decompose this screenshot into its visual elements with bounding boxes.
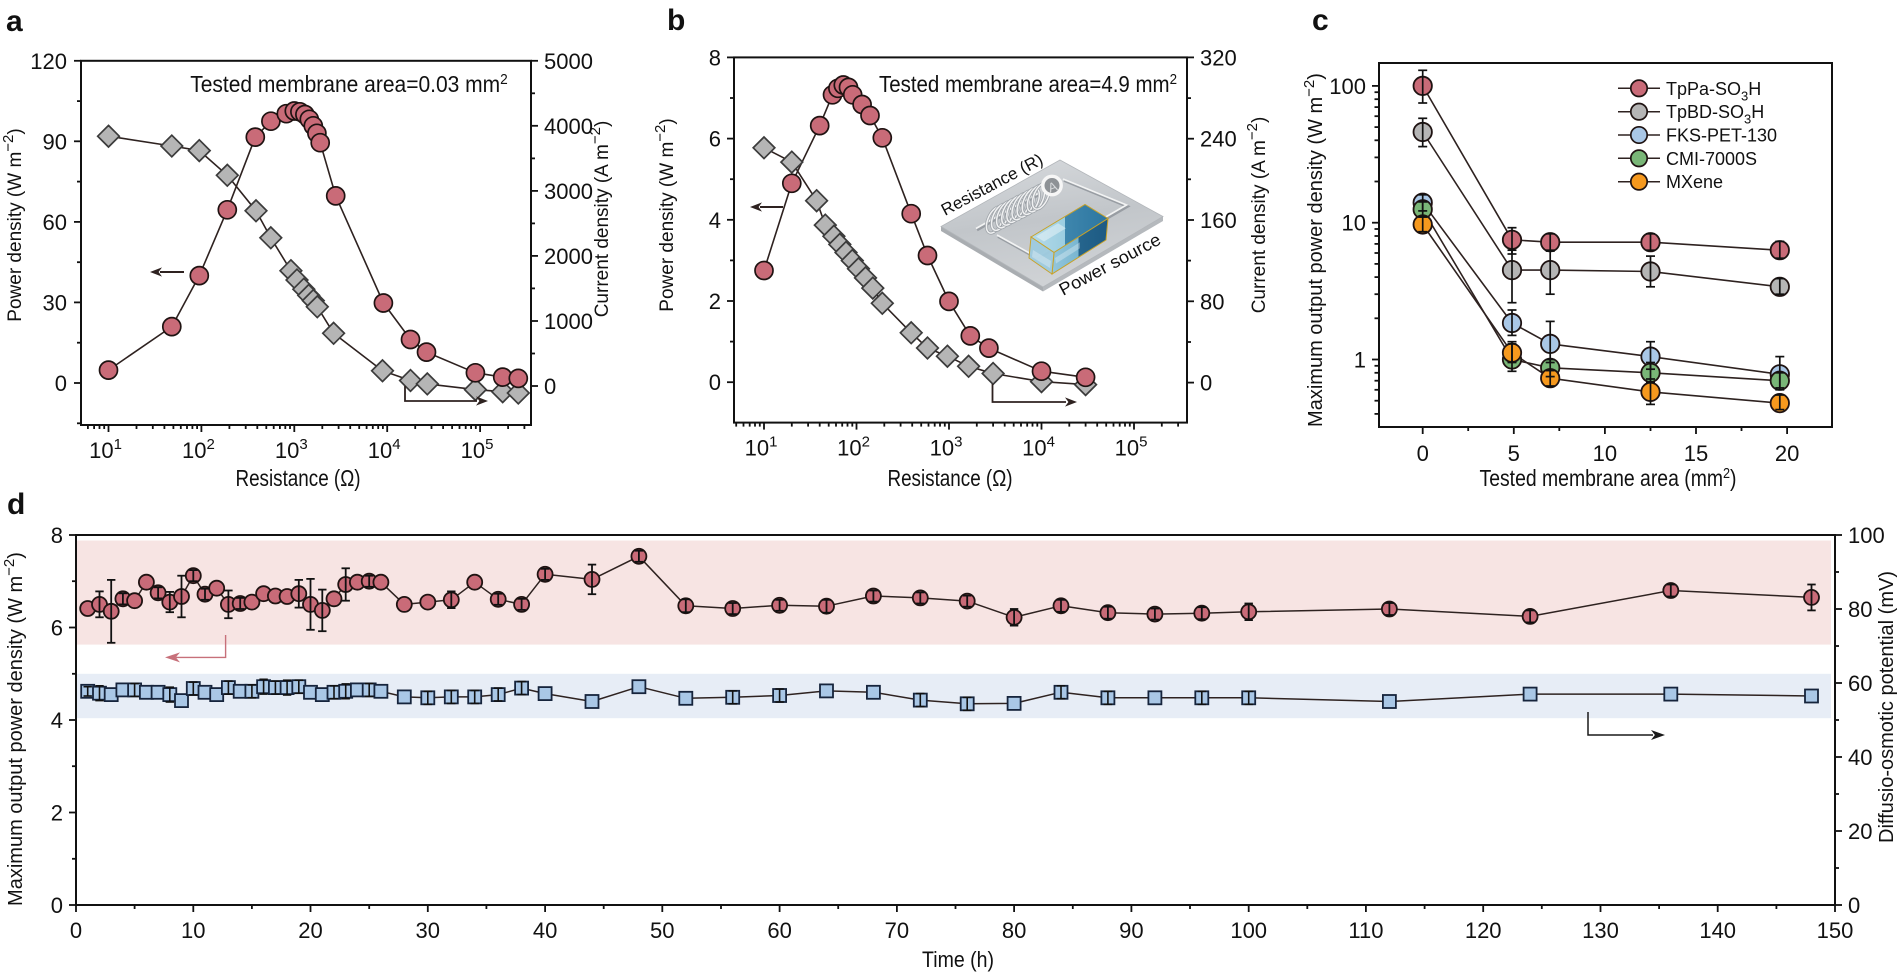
svg-text:0: 0 xyxy=(55,371,67,396)
svg-text:60: 60 xyxy=(43,210,67,235)
svg-text:100: 100 xyxy=(1230,918,1267,943)
svg-text:90: 90 xyxy=(1119,918,1143,943)
svg-text:20: 20 xyxy=(1775,441,1799,466)
svg-text:Resistance (Ω): Resistance (Ω) xyxy=(887,466,1012,491)
svg-text:60: 60 xyxy=(767,918,791,943)
svg-text:0: 0 xyxy=(709,370,721,395)
svg-text:a: a xyxy=(6,5,23,38)
svg-text:0: 0 xyxy=(1417,441,1429,466)
svg-text:120: 120 xyxy=(30,49,67,74)
svg-text:80: 80 xyxy=(1200,289,1224,314)
svg-text:6: 6 xyxy=(709,127,721,152)
svg-text:0: 0 xyxy=(70,918,82,943)
svg-text:130: 130 xyxy=(1582,918,1619,943)
svg-text:101: 101 xyxy=(89,436,122,463)
svg-text:Current density (A m−2): Current density (A m−2) xyxy=(1244,117,1270,314)
svg-text:6: 6 xyxy=(51,616,63,641)
svg-text:d: d xyxy=(7,488,25,521)
svg-text:50: 50 xyxy=(650,918,674,943)
svg-text:5: 5 xyxy=(1508,441,1520,466)
svg-text:8: 8 xyxy=(709,45,721,70)
svg-text:4: 4 xyxy=(51,708,63,733)
svg-text:140: 140 xyxy=(1699,918,1736,943)
svg-text:MXene: MXene xyxy=(1666,172,1723,192)
svg-text:2: 2 xyxy=(51,801,63,826)
svg-text:0: 0 xyxy=(1200,371,1212,396)
svg-text:b: b xyxy=(667,4,685,37)
svg-text:2: 2 xyxy=(709,289,721,314)
svg-text:10: 10 xyxy=(1342,211,1366,236)
svg-text:Tested membrane area=0.03 mm2: Tested membrane area=0.03 mm2 xyxy=(190,71,508,97)
svg-text:320: 320 xyxy=(1200,45,1237,70)
svg-text:10: 10 xyxy=(181,918,205,943)
svg-text:120: 120 xyxy=(1465,918,1502,943)
svg-text:c: c xyxy=(1312,4,1329,37)
svg-text:150: 150 xyxy=(1817,918,1854,943)
svg-text:Current density (A m−2): Current density (A m−2) xyxy=(587,121,613,318)
svg-text:100: 100 xyxy=(1848,523,1885,548)
svg-text:0: 0 xyxy=(1848,893,1860,918)
svg-text:Diffusio-osmotic potential (mV: Diffusio-osmotic potential (mV) xyxy=(1876,571,1898,843)
svg-text:4: 4 xyxy=(709,208,721,233)
svg-text:Power density (W m−2): Power density (W m−2) xyxy=(652,118,678,311)
svg-text:1000: 1000 xyxy=(544,309,593,334)
svg-text:Tested membrane area (mm2): Tested membrane area (mm2) xyxy=(1480,464,1737,491)
svg-text:80: 80 xyxy=(1002,918,1026,943)
svg-text:1: 1 xyxy=(1354,348,1366,373)
svg-text:4000: 4000 xyxy=(544,114,593,139)
svg-text:70: 70 xyxy=(885,918,909,943)
svg-text:2000: 2000 xyxy=(544,244,593,269)
svg-text:3000: 3000 xyxy=(544,179,593,204)
svg-text:Resistance (Ω): Resistance (Ω) xyxy=(235,466,360,491)
svg-text:30: 30 xyxy=(43,290,67,315)
svg-text:40: 40 xyxy=(1848,745,1872,770)
svg-text:60: 60 xyxy=(1848,671,1872,696)
svg-text:10: 10 xyxy=(1593,441,1617,466)
svg-text:FKS-PET-130: FKS-PET-130 xyxy=(1666,126,1777,146)
svg-text:30: 30 xyxy=(416,918,440,943)
svg-text:90: 90 xyxy=(43,129,67,154)
svg-text:Time (h): Time (h) xyxy=(922,948,994,972)
svg-text:0: 0 xyxy=(544,374,556,399)
svg-text:5000: 5000 xyxy=(544,49,593,74)
svg-text:Maximum output power density (: Maximum output power density (W m−2) xyxy=(1301,73,1327,427)
svg-text:15: 15 xyxy=(1684,441,1708,466)
svg-text:20: 20 xyxy=(298,918,322,943)
svg-text:Tested membrane area=4.9 mm2: Tested membrane area=4.9 mm2 xyxy=(879,71,1177,97)
svg-text:Power density (W m−2): Power density (W m−2) xyxy=(0,128,26,321)
svg-text:40: 40 xyxy=(533,918,557,943)
svg-text:0: 0 xyxy=(51,893,63,918)
svg-text:240: 240 xyxy=(1200,127,1237,152)
svg-text:CMI-7000S: CMI-7000S xyxy=(1666,149,1757,169)
svg-text:20: 20 xyxy=(1848,819,1872,844)
svg-text:110: 110 xyxy=(1348,918,1383,943)
svg-text:100: 100 xyxy=(1329,74,1366,99)
svg-text:160: 160 xyxy=(1200,208,1237,233)
svg-text:80: 80 xyxy=(1848,597,1872,622)
svg-text:Maximum output power density (: Maximum output power density (W m−2) xyxy=(1,552,27,906)
svg-text:8: 8 xyxy=(51,523,63,548)
